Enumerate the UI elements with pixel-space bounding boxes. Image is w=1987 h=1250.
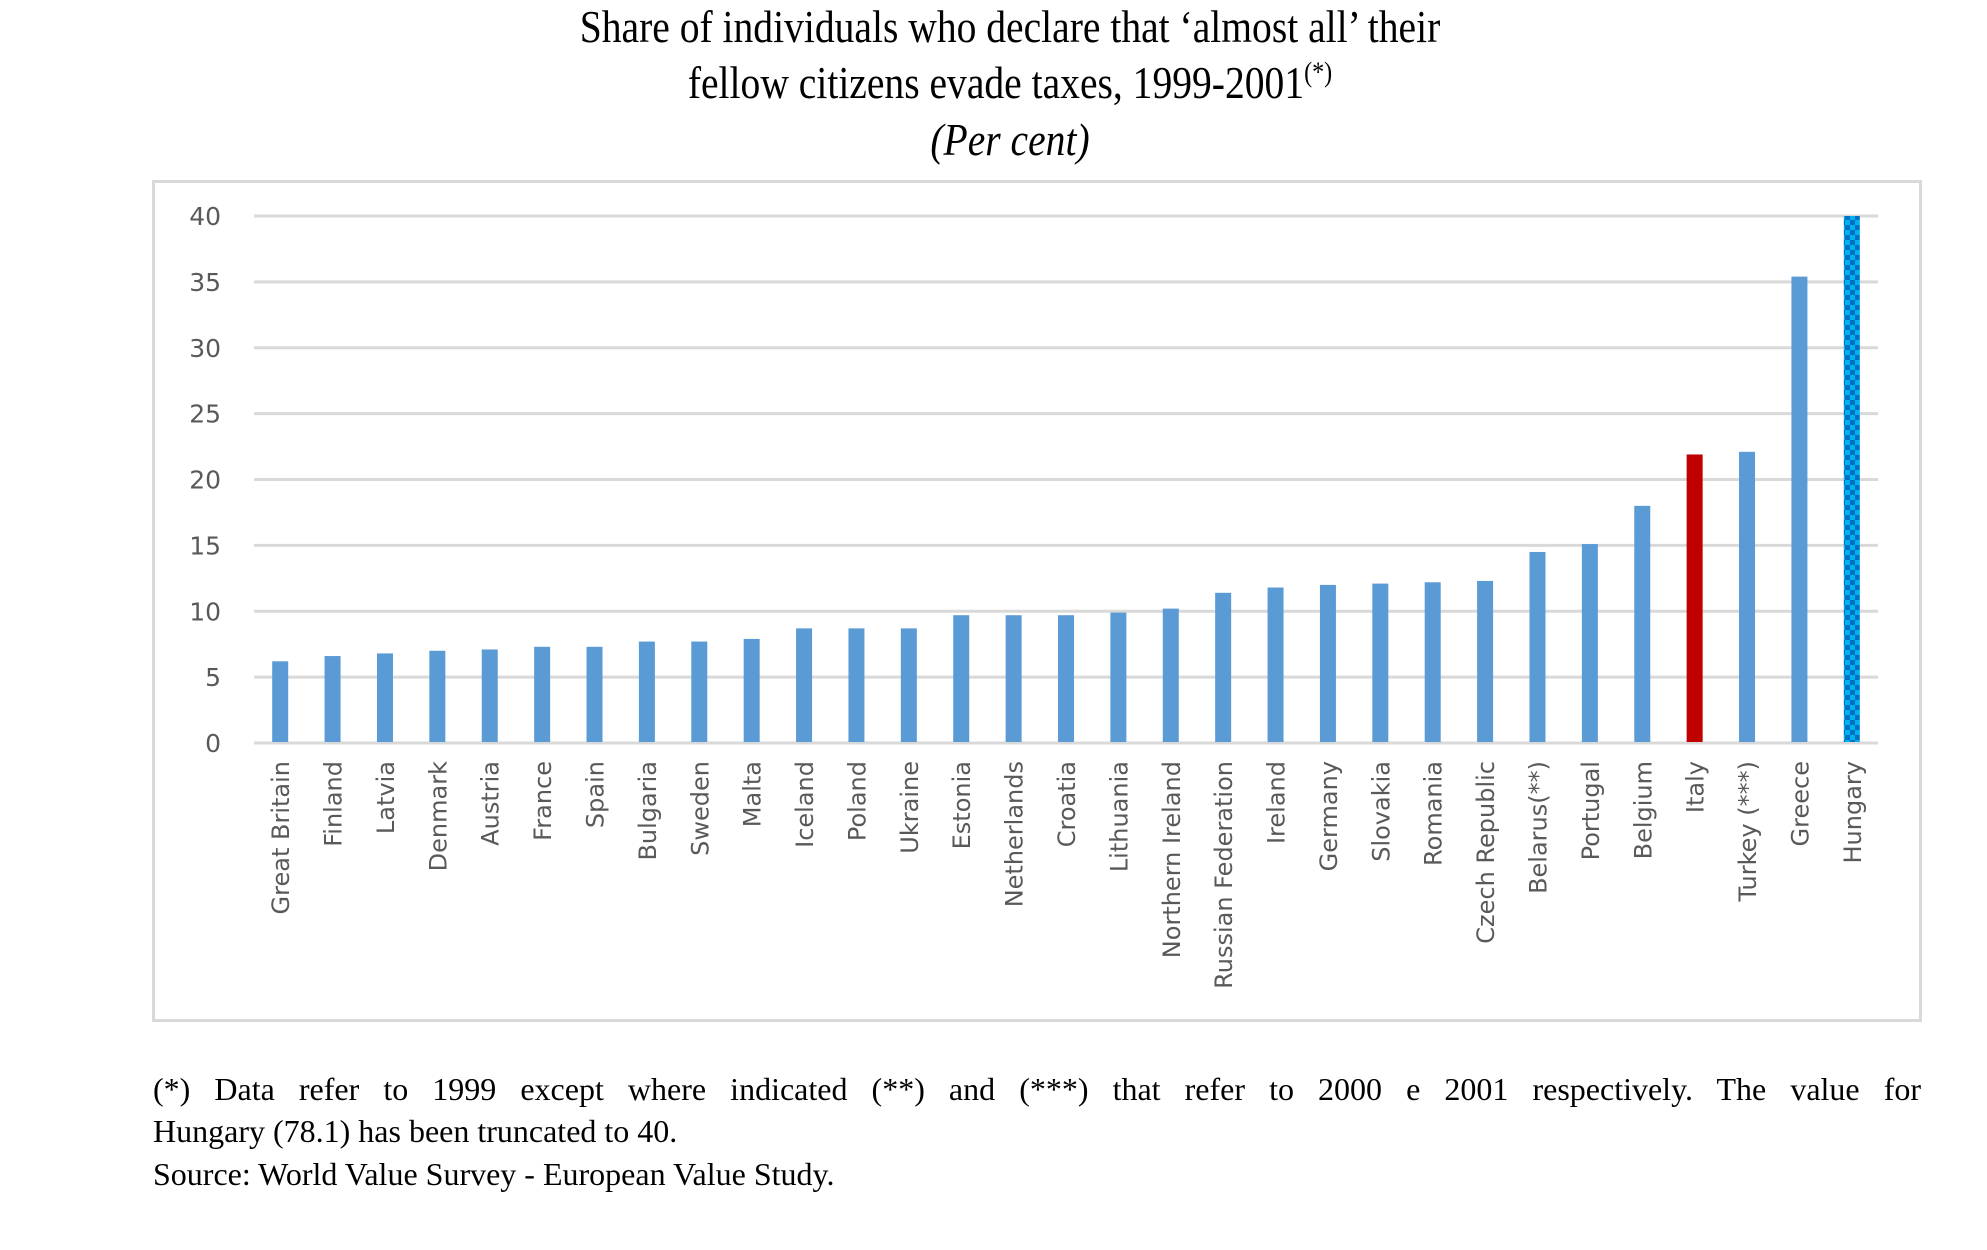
bar-belgium (1634, 505, 1651, 742)
x-axis-category-labels: Great Britain Finland Latvia Denmark Austria… (267, 761, 1867, 989)
bar-iceland (796, 628, 813, 742)
x-category-label: Turkey (***) (1734, 761, 1762, 902)
y-tick-label: 10 (189, 597, 221, 626)
x-category-label: Finland (320, 761, 348, 847)
title-footnote-marker: (*) (1304, 57, 1333, 89)
bar-france (534, 646, 551, 742)
y-tick-label: 30 (189, 334, 221, 363)
x-category-label: Czech Republic (1472, 761, 1500, 944)
bar-ukraine (900, 628, 917, 742)
bar-estonia (953, 615, 970, 742)
bar-austria (481, 649, 498, 742)
bar-malta (743, 638, 760, 742)
bar-poland (848, 628, 865, 742)
bar-slovakia (1372, 583, 1389, 742)
y-tick-label: 15 (189, 531, 221, 560)
bars (272, 216, 1860, 742)
x-category-label: Iceland (791, 761, 819, 848)
bar-romania (1424, 582, 1441, 742)
bar-spain (586, 646, 603, 742)
title-subtitle: (Per cent) (930, 114, 1090, 165)
x-category-label: Ireland (1263, 761, 1291, 844)
bar-finland (324, 656, 341, 742)
y-tick-label: 0 (205, 729, 221, 758)
bar-hungary (1843, 216, 1860, 742)
footnote-line-1: (*) Data refer to 1999 except where indi… (153, 1071, 1921, 1107)
x-category-label: Austria (477, 761, 505, 846)
x-category-label: Portugal (1577, 761, 1605, 860)
x-category-label: Netherlands (1001, 761, 1029, 907)
x-category-label: Malta (739, 761, 767, 827)
x-category-label: France (529, 761, 557, 841)
x-category-label: Germany (1315, 761, 1343, 871)
bar-sweden (691, 641, 708, 742)
y-tick-label: 5 (205, 663, 221, 692)
title-line-2: fellow citizens evade taxes, 1999-2001(*… (141, 56, 1878, 109)
y-axis-tick-labels: 0 5 10 15 20 25 30 35 40 (189, 202, 221, 758)
bar-bulgaria (638, 641, 655, 742)
bar-denmark (429, 650, 446, 742)
x-category-label: Hungary (1839, 761, 1867, 863)
x-category-label: Slovakia (1367, 761, 1395, 862)
x-category-label: Italy (1682, 761, 1710, 813)
bar-latvia (376, 653, 393, 742)
x-category-label: Bulgaria (634, 761, 662, 861)
x-category-label: Greece (1786, 761, 1814, 846)
bar-greece (1791, 276, 1808, 742)
bar-netherlands (1005, 615, 1022, 742)
x-category-label: Spain (582, 761, 610, 828)
x-category-label: Russian Federation (1210, 761, 1238, 989)
bar-russian-federation (1215, 592, 1232, 742)
y-tick-label: 35 (189, 268, 221, 297)
bar-chart: 0 5 10 15 20 25 30 35 40 Great Britain Finland Lat… (189, 202, 1878, 989)
bar-italy (1686, 454, 1703, 742)
x-category-label: Great Britain (267, 761, 295, 914)
y-tick-label: 20 (189, 466, 221, 495)
x-category-label: Poland (843, 761, 871, 841)
y-tick-label: 25 (189, 400, 221, 429)
bar-germany (1319, 584, 1336, 742)
bar-northern-ireland (1162, 608, 1179, 742)
bar-belarus (1529, 551, 1546, 742)
x-category-label: Belarus(**) (1524, 761, 1552, 894)
bar-portugal (1581, 544, 1598, 742)
x-category-label: Estonia (948, 761, 976, 849)
x-category-label: Belgium (1629, 761, 1657, 859)
footnote-line-2: Hungary (78.1) has been truncated to 40. (153, 1113, 678, 1149)
chart-area (152, 180, 1922, 1022)
bar-lithuania (1110, 612, 1127, 742)
title-line-1: Share of individuals who declare that ‘a… (579, 1, 1441, 52)
title-line-2-text: fellow citizens evade taxes, 1999-2001 (687, 57, 1305, 108)
x-category-label: Romania (1420, 761, 1448, 866)
y-tick-label: 40 (189, 202, 221, 231)
bar-croatia (1058, 615, 1074, 742)
bar-turkey (1739, 451, 1756, 742)
source-note: Source: World Value Survey - European Va… (153, 1156, 835, 1192)
x-category-label: Sweden (686, 761, 714, 856)
x-category-label: Lithuania (1105, 761, 1133, 872)
bar-czech-republic (1477, 580, 1494, 742)
x-category-label: Northern Ireland (1158, 761, 1186, 958)
bar-ireland (1267, 587, 1284, 742)
x-category-label: Croatia (1053, 761, 1081, 847)
x-category-label: Ukraine (896, 761, 924, 854)
x-category-label: Denmark (424, 761, 452, 871)
bar-great-britain (272, 661, 289, 742)
x-category-label: Latvia (372, 761, 400, 834)
